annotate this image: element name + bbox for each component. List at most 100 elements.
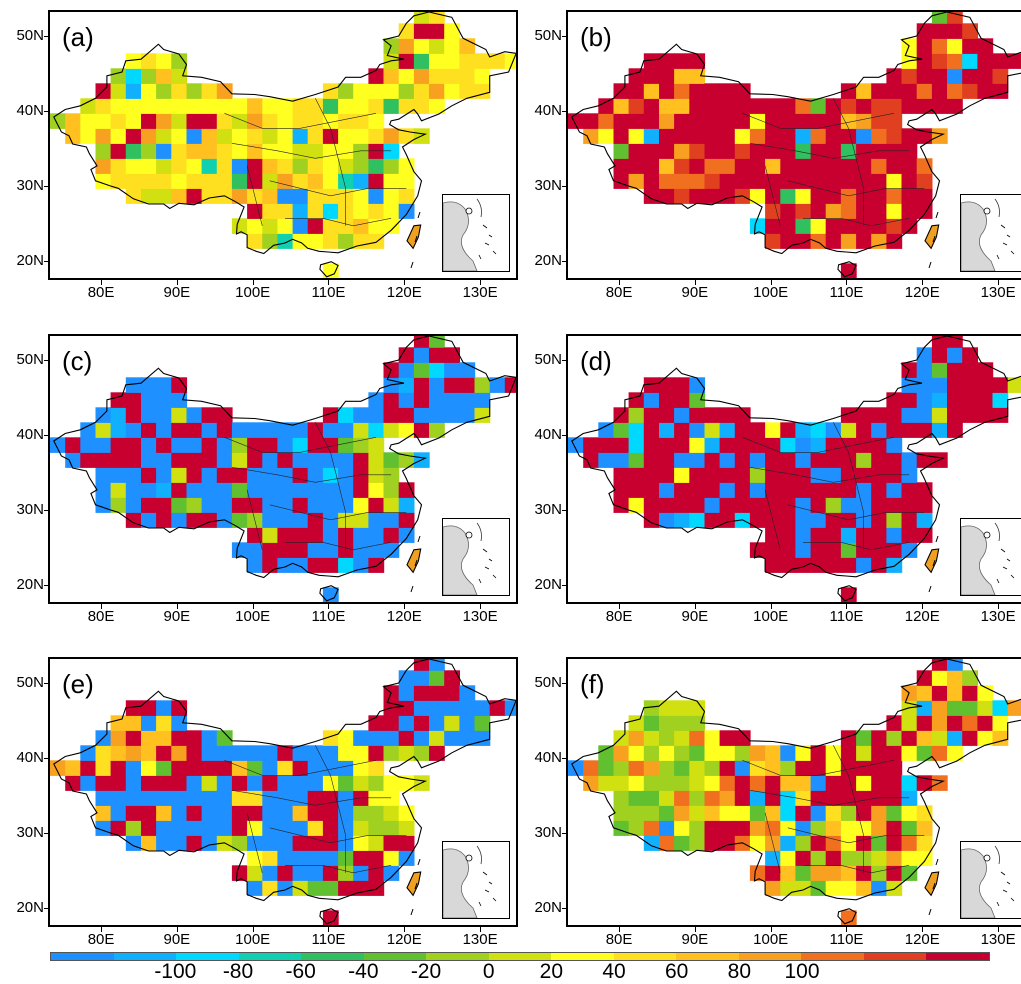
grid-cell (262, 203, 279, 219)
grid-cell (628, 158, 645, 174)
grid-cell (277, 745, 294, 761)
grid-cell (825, 527, 842, 543)
map-panel-e: (e) (48, 657, 518, 927)
grid-cell (292, 512, 309, 528)
grid-cell (444, 83, 460, 99)
grid-cell (780, 835, 797, 851)
grid-cell (368, 113, 385, 129)
grid-cell (262, 745, 279, 761)
grid-cell (95, 482, 112, 498)
grid-cell (795, 880, 812, 896)
grid-cell (125, 745, 142, 761)
grid-cell (277, 775, 294, 791)
colorbar-segment (738, 953, 802, 960)
grid-cell (292, 437, 309, 453)
grid-cell (689, 128, 706, 144)
grid-cell (780, 218, 797, 234)
grid-cell (156, 407, 172, 423)
grid-cell (383, 835, 400, 851)
grid-cell (307, 760, 324, 776)
grid-cell (947, 422, 963, 438)
grid-cell (856, 542, 872, 558)
grid-cell (719, 805, 736, 821)
grid-cell (141, 377, 157, 393)
grid-cell (598, 98, 615, 114)
grid-cell (201, 760, 218, 776)
grid-cell (504, 700, 516, 716)
province-border (742, 437, 895, 453)
grid-cell (413, 83, 430, 99)
lat-tick (562, 908, 567, 910)
lon-tick (328, 927, 330, 932)
grid-cell (292, 467, 309, 483)
grid-cell (125, 128, 142, 144)
lon-label: 130E (462, 931, 498, 948)
lat-tick (562, 261, 567, 263)
lon-tick (328, 604, 330, 609)
grid-cell (95, 113, 112, 129)
grid-cell (353, 98, 369, 114)
grid-cell (810, 128, 827, 144)
lon-tick (619, 927, 621, 932)
grid-cell (856, 158, 872, 174)
grid-cell (413, 670, 430, 686)
grid-cell (947, 392, 963, 408)
grid-cell (353, 805, 369, 821)
grid-cell (277, 188, 294, 204)
grid-cell (962, 362, 978, 378)
grid-cell (383, 203, 400, 219)
hainan-outline (319, 908, 339, 925)
grid-cell (322, 745, 339, 761)
grid-cell (871, 203, 887, 219)
grid-cell (765, 497, 781, 513)
grid-cell (322, 158, 339, 174)
grid-cell (125, 497, 142, 513)
grid-cell (322, 587, 339, 602)
grid-cell (856, 218, 872, 234)
grid-cell (247, 452, 263, 468)
grid-cell (825, 775, 842, 791)
grid-cell (277, 542, 294, 558)
province-border (269, 504, 407, 521)
grid-cell (871, 557, 887, 573)
lon-label: 100E (235, 284, 271, 301)
grid-cell (156, 452, 172, 468)
grid-cell (674, 143, 690, 159)
grid-cell (719, 775, 736, 791)
grid-cell (734, 407, 751, 423)
grid-cell (353, 452, 369, 468)
grid-cell (292, 203, 309, 219)
lat-tick (44, 111, 49, 113)
grid-cells (50, 336, 516, 602)
lat-tick (44, 261, 49, 263)
grid-cell (307, 188, 324, 204)
grid-cell (886, 820, 903, 836)
grid-cell (171, 113, 188, 129)
grid-cell (840, 98, 857, 114)
grid-cell (734, 745, 751, 761)
grid-cell (338, 452, 354, 468)
grid-cell (931, 700, 948, 716)
lat-tick (562, 360, 567, 362)
grid-cell (583, 437, 599, 453)
grid-cell (689, 790, 706, 806)
grid-cell (429, 659, 445, 671)
lat-tick (44, 360, 49, 362)
grid-cell (659, 143, 675, 159)
grid-cell (201, 173, 218, 189)
grid-cell (322, 437, 339, 453)
grid-cell (277, 557, 294, 573)
grid-cell (504, 377, 516, 393)
grid-cell (886, 482, 903, 498)
colorbar-segment (613, 953, 677, 960)
grid-cell (734, 775, 751, 791)
grid-cell (216, 790, 233, 806)
grid-cell (383, 850, 400, 866)
grid-cell (353, 158, 369, 174)
grid-cell (429, 422, 445, 438)
grid-cell (171, 128, 188, 144)
grid-cell (901, 467, 918, 483)
grid-cell (628, 805, 645, 821)
grid-cell (125, 422, 142, 438)
lon-label: 80E (605, 608, 633, 625)
